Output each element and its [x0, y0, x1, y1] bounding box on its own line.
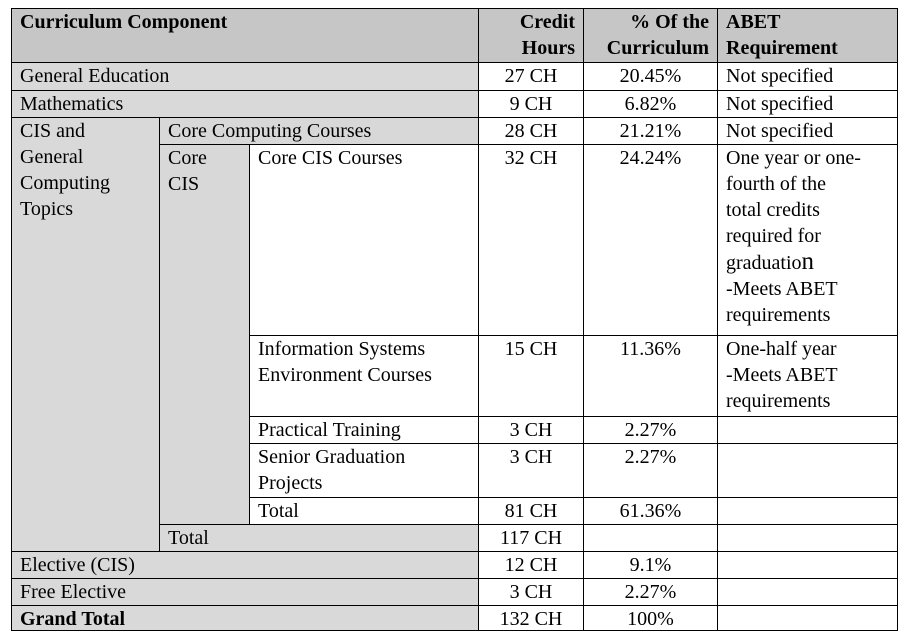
row-general-education-percent: 20.45% [584, 63, 718, 91]
row-core-computing-credits: 28 CH [479, 118, 584, 145]
row-grand-total-label: Grand Total [12, 606, 479, 631]
row-elective-cis-credits: 12 CH [479, 552, 584, 579]
row-general-education-credits: 27 CH [479, 63, 584, 91]
row-core-cis-total-credits: 81 CH [479, 498, 584, 525]
cis-group-line-3: Computing [20, 172, 111, 194]
row-mathematics-percent: 6.82% [584, 91, 718, 118]
row-free-elective-credits: 3 CH [479, 579, 584, 606]
abet-core-line-5: graduation [726, 249, 889, 276]
cis-group-line-1: CIS and [20, 120, 85, 142]
header-abet-line2: Requirement [726, 37, 838, 59]
row-general-education-abet: Not specified [718, 63, 898, 91]
row-core-computing-abet: Not specified [718, 118, 898, 145]
row-grand-total-credits: 132 CH [479, 606, 584, 631]
info-systems-line-2: Environment Courses [258, 364, 432, 386]
row-mathematics-label: Mathematics [12, 91, 479, 118]
row-mathematics-abet: Not specified [718, 91, 898, 118]
row-senior-projects-percent: 2.27% [584, 444, 718, 498]
row-mathematics-credits: 9 CH [479, 91, 584, 118]
abet-core-line-5a: graduatio [726, 252, 802, 274]
header-credit-hours: Credit Hours [479, 9, 584, 63]
header-percent-line1: % Of the [630, 11, 709, 33]
info-systems-line-1: Information Systems [258, 338, 426, 360]
row-core-cis-total-percent: 61.36% [584, 498, 718, 525]
curriculum-table: Curriculum Component Credit Hours % Of t… [11, 8, 898, 631]
row-practical-training-credits: 3 CH [479, 417, 584, 444]
abet-core-line-1: One year or one- [726, 147, 861, 169]
row-practical-training-percent: 2.27% [584, 417, 718, 444]
row-group-total-credits: 117 CH [479, 525, 584, 552]
row-info-systems-percent: 11.36% [584, 336, 718, 417]
cis-group-line-2: General [20, 146, 84, 168]
row-elective-cis-label: Elective (CIS) [12, 552, 479, 579]
abet-core-line-2: fourth of the [726, 173, 826, 195]
row-grand-total-abet [718, 606, 898, 631]
row-info-systems-abet: One-half year -Meets ABET requirements [718, 336, 898, 417]
row-core-computing-percent: 21.21% [584, 118, 718, 145]
abet-info-line-2: -Meets ABET [726, 364, 838, 386]
cis-group-label: CIS and General Computing Topics [12, 118, 160, 552]
abet-core-line-3: total credits [726, 199, 820, 221]
row-practical-training-abet [718, 417, 898, 444]
row-core-cis-courses-percent: 24.24% [584, 145, 718, 336]
abet-core-line-5b: n [801, 248, 815, 275]
row-core-cis-courses-abet: One year or one- fourth of the total cre… [718, 145, 898, 336]
row-core-cis-total-label: Total [250, 498, 479, 525]
row-group-total-percent [584, 525, 718, 552]
row-senior-projects-label: Senior Graduation Projects [250, 444, 479, 498]
abet-info-line-1: One-half year [726, 338, 837, 360]
row-info-systems-credits: 15 CH [479, 336, 584, 417]
row-grand-total-percent: 100% [584, 606, 718, 631]
row-elective-cis-percent: 9.1% [584, 552, 718, 579]
senior-projects-line-2: Projects [258, 472, 323, 494]
core-cis-line-2: CIS [168, 173, 200, 195]
core-cis-group-label: Core CIS [160, 145, 250, 525]
row-senior-projects-credits: 3 CH [479, 444, 584, 498]
row-core-cis-courses-label: Core CIS Courses [250, 145, 479, 336]
header-abet-line1: ABET [726, 11, 781, 33]
row-core-computing-label: Core Computing Courses [160, 118, 479, 145]
cis-group-line-4: Topics [20, 198, 74, 220]
header-credit-line1: Credit [519, 11, 575, 33]
row-free-elective-abet [718, 579, 898, 606]
row-group-total-abet [718, 525, 898, 552]
row-core-cis-total-abet [718, 498, 898, 525]
row-free-elective-label: Free Elective [12, 579, 479, 606]
header-percent-line2: Curriculum [606, 37, 709, 59]
senior-projects-line-1: Senior Graduation [258, 446, 406, 468]
row-core-cis-courses-credits: 32 CH [479, 145, 584, 336]
row-practical-training-label: Practical Training [250, 417, 479, 444]
row-senior-projects-abet [718, 444, 898, 498]
abet-core-line-6: -Meets ABET [726, 278, 838, 300]
abet-core-line-4: required for [726, 225, 821, 247]
header-credit-line2: Hours [521, 37, 575, 59]
header-component-label: Curriculum Component [20, 11, 228, 33]
row-general-education-label: General Education [12, 63, 479, 91]
abet-core-line-7: requirements [726, 304, 831, 326]
row-free-elective-percent: 2.27% [584, 579, 718, 606]
header-curriculum-component: Curriculum Component [12, 9, 479, 63]
header-abet: ABET Requirement [718, 9, 898, 63]
row-elective-cis-abet [718, 552, 898, 579]
row-info-systems-label: Information Systems Environment Courses [250, 336, 479, 417]
header-percent: % Of the Curriculum [584, 9, 718, 63]
core-cis-line-1: Core [168, 147, 207, 169]
row-group-total-label: Total [160, 525, 479, 552]
abet-info-line-3: requirements [726, 390, 831, 412]
